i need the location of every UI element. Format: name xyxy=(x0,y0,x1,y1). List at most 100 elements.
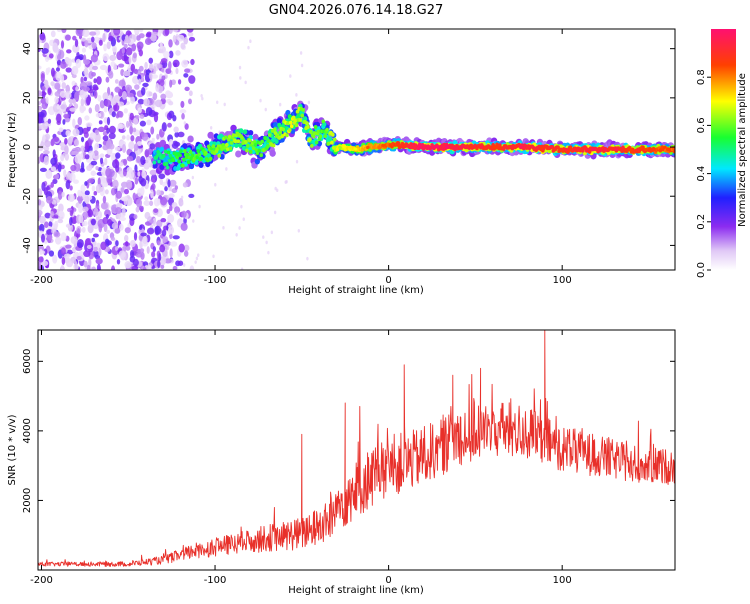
spectrogram-noise-cell xyxy=(113,63,117,70)
spectrogram-noise-cell xyxy=(104,209,111,217)
spectrogram-cell xyxy=(331,132,335,137)
spectrogram-noise-cell xyxy=(242,217,245,222)
spectrogram-noise-cell xyxy=(105,139,112,150)
spectrogram-noise-cell xyxy=(91,185,96,192)
spectrogram-peak-cell xyxy=(403,144,408,148)
spectrogram-noise-cell xyxy=(139,224,143,231)
spectrogram-noise-cell xyxy=(92,233,99,238)
spectrogram-noise-cell xyxy=(119,223,124,231)
spectrogram-noise-cell xyxy=(151,251,156,258)
spectrogram-noise-cell xyxy=(170,241,178,247)
spectrogram-cell xyxy=(164,161,169,166)
spectrogram-noise-cell xyxy=(38,90,43,97)
spectrogram-noise-cell xyxy=(93,207,99,217)
spectrogram-cell xyxy=(498,143,502,148)
spectrogram-peak-cell xyxy=(421,145,426,149)
spectrogram-noise-cell xyxy=(177,34,185,42)
spectrogram-noise-cell xyxy=(39,223,45,233)
spectrogram-noise-cell xyxy=(136,156,141,163)
spectrogram-cell xyxy=(185,152,190,157)
spectrogram-noise-cell xyxy=(114,79,119,84)
spectrogram-noise-cell xyxy=(267,250,270,255)
colorbar-tick-label-2: 0.4 xyxy=(696,166,707,182)
spectrogram-noise-cell xyxy=(183,121,187,125)
spectrogram-noise-cell xyxy=(103,43,107,52)
spectrogram-noise-cell xyxy=(122,169,127,177)
spectrogram-noise-cell xyxy=(52,178,58,185)
spectrogram-cell xyxy=(159,146,165,152)
spectrogram-noise-cell xyxy=(91,71,96,77)
spectrogram-cell xyxy=(310,143,314,148)
spectrogram-noise-cell xyxy=(69,216,73,226)
spectrogram-cell xyxy=(248,129,254,136)
spectrogram-noise-cell xyxy=(140,232,147,237)
spectrogram-noise-cell xyxy=(84,40,89,48)
spectrogram-noise-cell xyxy=(39,167,47,172)
spectrogram-noise-cell xyxy=(65,67,72,73)
spectrogram-noise-cell xyxy=(149,169,157,176)
spectrogram-cell xyxy=(332,137,337,142)
snr-axes: -200 -100 0 100 2000 4000 6000 xyxy=(22,330,675,586)
spectrogram-cell xyxy=(227,134,232,139)
spectrogram-noise-cell xyxy=(50,157,57,166)
spectrogram-cell xyxy=(251,146,256,151)
spectrogram-noise-cell xyxy=(44,221,49,229)
spectrogram-cell xyxy=(179,149,183,154)
spectrogram-noise-cell xyxy=(189,265,195,270)
colorbar-axes: 0.0 0.2 0.4 0.6 0.8 xyxy=(696,69,711,278)
spectrogram-noise-cell xyxy=(114,158,118,165)
spectrogram-noise-cell xyxy=(93,90,98,99)
spectrogram-cell xyxy=(228,146,233,151)
spectrogram-cell xyxy=(188,150,193,154)
spectrogram-noise-cell xyxy=(123,43,128,49)
spectrogram-noise-cell xyxy=(125,245,131,251)
spectrogram-noise-cell xyxy=(160,255,167,266)
spectrogram-noise-cell xyxy=(159,178,163,186)
spectrogram-noise-cell xyxy=(86,96,91,106)
spectrogram-noise-cell xyxy=(273,210,277,215)
spectrogram-noise-cell xyxy=(38,101,42,106)
spectrogram-noise-cell xyxy=(168,50,174,59)
spectrogram-cell xyxy=(224,135,228,140)
spectrogram-noise-cell xyxy=(172,265,178,270)
spectrogram-noise-cell xyxy=(106,127,110,134)
spectrogram-noise-cell xyxy=(161,75,166,81)
spectrogram-noise-cell xyxy=(83,260,88,268)
spectrogram-cell xyxy=(272,127,277,132)
spectrogram-noise-cell xyxy=(121,143,127,153)
spectrogram-noise-cell xyxy=(180,100,185,108)
spectrogram-peak-cell xyxy=(459,145,464,149)
spectrogram-peak-cell xyxy=(614,147,619,152)
snr-background xyxy=(38,330,675,570)
spectrogram-noise-cell xyxy=(156,189,161,196)
spectrogram-cell xyxy=(211,144,216,149)
spectrogram-noise-cell xyxy=(50,166,57,172)
spectrogram-noise-cell xyxy=(111,111,116,118)
spectrogram-noise-cell xyxy=(178,243,185,253)
spectrogram-cell xyxy=(663,145,667,150)
spectrogram-noise-cell xyxy=(84,140,90,150)
spectrogram-noise-cell xyxy=(48,220,53,228)
spectrogram-cell xyxy=(207,131,214,139)
spectrogram-cell xyxy=(672,149,675,154)
spectrogram-noise-cell xyxy=(126,155,134,162)
spectrogram-noise-cell xyxy=(133,214,138,220)
spectrogram-noise-cell xyxy=(158,29,162,35)
spectrogram-cell xyxy=(556,145,560,150)
spectrogram-noise-cell xyxy=(154,99,163,108)
spectrogram-noise-cell xyxy=(125,241,129,247)
spectrogram-noise-cell xyxy=(45,169,53,180)
spectrogram-noise-cell xyxy=(212,254,215,259)
spectrogram-cell xyxy=(196,149,201,154)
spectrogram-noise-cell xyxy=(167,179,171,188)
spectrogram-noise-cell xyxy=(121,207,126,216)
spectrogram-noise-cell xyxy=(123,245,127,253)
spectrogram-cell xyxy=(260,139,264,144)
spectrogram-noise-cell xyxy=(56,113,62,124)
spectrogram-noise-cell xyxy=(58,49,65,59)
spectrogram-noise-cell xyxy=(40,73,45,83)
spectrogram-noise-cell xyxy=(109,98,117,106)
spectrogram-noise-cell xyxy=(83,76,88,82)
spectrogram-noise-cell xyxy=(142,235,148,245)
